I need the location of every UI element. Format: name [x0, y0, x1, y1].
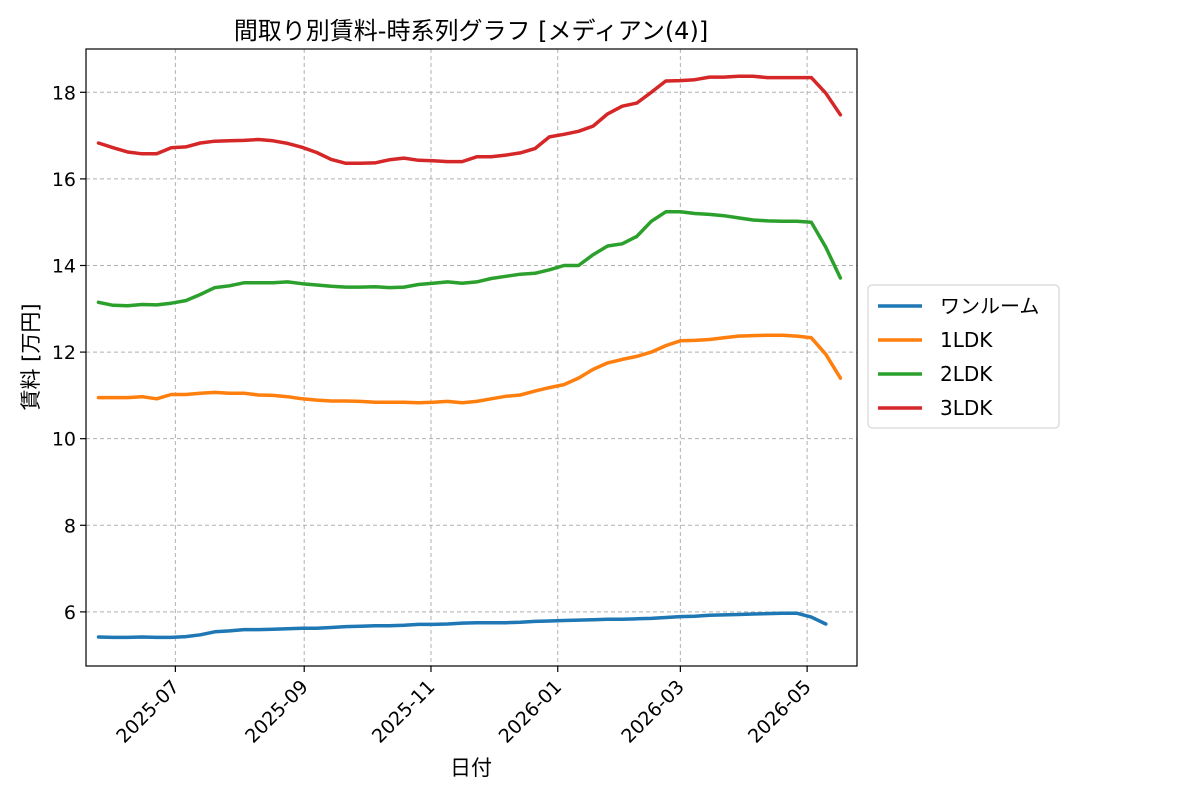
x-axis-label: 日付 — [450, 756, 492, 780]
y-axis-label: 賃料 [万円] — [19, 303, 43, 410]
y-tick-label: 16 — [52, 169, 76, 191]
x-tick-label: 2025-09 — [241, 676, 313, 748]
series-line-0 — [96, 611, 828, 640]
x-axis: 2025-07 2025-09 2025-11 2026-01 2026-03 2026-… — [112, 666, 816, 748]
legend-box — [867, 284, 1060, 429]
x-tick-label: 2026-03 — [617, 676, 689, 748]
plot-frame — [85, 48, 858, 667]
legend-label: 1LDK — [940, 328, 993, 352]
series-line-3 — [96, 74, 843, 166]
y-axis: 6 8 10 12 14 16 18 — [52, 82, 86, 624]
y-tick-label: 12 — [52, 342, 76, 364]
series-line-1 — [96, 333, 843, 405]
legend-label: ワンルーム — [940, 294, 1039, 318]
x-tick-label: 2026-01 — [495, 676, 567, 748]
legend: ワンルーム 1LDK 2LDK 3LDK — [867, 284, 1060, 429]
y-tick-label: 8 — [64, 515, 76, 537]
series-line-2 — [96, 210, 843, 308]
y-tick-label: 18 — [52, 82, 76, 104]
y-tick-label: 14 — [52, 255, 76, 277]
x-tick-label: 2025-11 — [368, 676, 440, 748]
x-tick-label: 2026-05 — [744, 676, 816, 748]
y-tick-label: 6 — [64, 602, 76, 624]
grid-layer — [86, 49, 857, 666]
y-tick-label: 10 — [52, 429, 76, 451]
legend-label: 2LDK — [940, 362, 993, 386]
series-layer — [96, 74, 843, 640]
x-tick-label: 2025-07 — [112, 676, 184, 748]
chart-title: 間取り別賃料-時系列グラフ [メディアン(4)] — [234, 17, 708, 45]
legend-label: 3LDK — [940, 396, 993, 420]
